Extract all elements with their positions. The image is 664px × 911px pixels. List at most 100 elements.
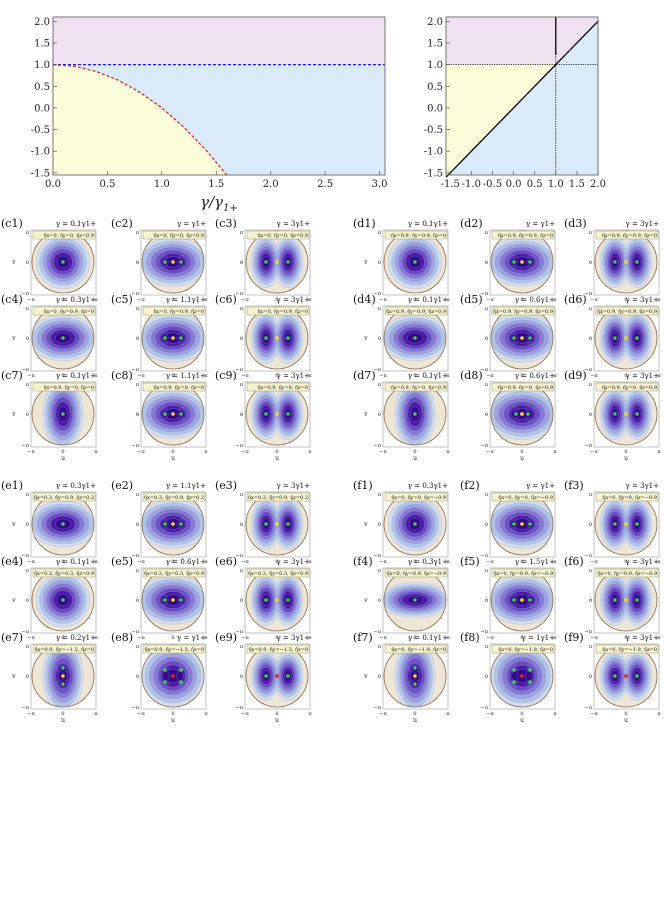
y-tick-label: 0 <box>485 522 488 528</box>
eta-label: η̃x=0.9, η̃y=0.9, η̃z=0.9 <box>597 309 657 315</box>
x-tick-label: 0 <box>171 373 174 379</box>
marker-minimum <box>163 668 167 672</box>
y-tick-label: 1.5 <box>34 38 50 49</box>
panel-label: (f8) <box>460 631 480 644</box>
y-tick-label: −π <box>374 553 382 559</box>
marker-minimum <box>635 260 639 264</box>
x-tick-label: −π <box>27 449 35 455</box>
panel-label: (c8) <box>111 369 133 382</box>
x-tick-label: 0 <box>171 559 174 565</box>
marker-minimum <box>163 336 167 340</box>
x-axis-label: u <box>624 717 628 724</box>
y-axis-label: v <box>363 521 368 528</box>
x-tick-label: 0 <box>275 449 278 455</box>
y-tick-label: 0 <box>240 412 243 418</box>
marker-minimum <box>635 336 639 340</box>
eta-label: η̃x=0.9, η̃y=0.9, η̃z=0 <box>602 233 657 239</box>
eta-label: η̃x=0.3, η̃y=0.9, η̃z=0.2 <box>248 495 308 501</box>
x-axis-label: u <box>61 455 65 462</box>
y-tick-label: 0 <box>26 336 29 342</box>
marker-saddle <box>275 336 279 340</box>
panel-label: (f7) <box>353 631 373 644</box>
gamma-label: γ = 1.5γ1+ <box>515 558 555 566</box>
y-tick-label: −π <box>481 553 489 559</box>
y-tick-label: −π <box>22 705 30 711</box>
panel-label: (e1) <box>1 479 23 492</box>
x-tick-label: π <box>553 635 557 641</box>
y-tick-label: π <box>378 382 382 388</box>
y-tick-label: π <box>240 492 244 498</box>
y-tick-label: -1.5 <box>424 168 443 179</box>
marker-minimum <box>264 336 268 340</box>
x-label-gamma1: γ <box>214 193 223 211</box>
y-tick-label: π <box>26 568 30 574</box>
panel-label: (f6) <box>564 555 584 568</box>
y-tick-label: 0 <box>136 336 139 342</box>
y-tick-label: π <box>589 644 593 650</box>
x-tick-label: −π <box>590 559 598 565</box>
x-tick-label: 0 <box>275 297 278 303</box>
gamma-label: γ = 0.6γ1+ <box>166 558 206 566</box>
eta-box <box>246 306 310 316</box>
eta-box <box>595 382 659 392</box>
x-tick-label: π <box>94 559 98 565</box>
x-tick-label: π <box>446 449 450 455</box>
gamma-label: γ = 1.1γ1+ <box>166 296 206 304</box>
y-tick-label: π <box>240 382 244 388</box>
x-tick-label: π <box>657 711 661 717</box>
y-axis-label: v <box>363 259 368 266</box>
eta-label: η̃x=0.2, η̃y=0.3, η̃z=0.9 <box>34 571 94 577</box>
gamma-label: γ = γ1+ <box>177 220 206 228</box>
x-tick-label: π <box>94 635 98 641</box>
panel-label: (d4) <box>353 293 376 306</box>
x-tick-label: −π <box>486 449 494 455</box>
y-tick-label: −π <box>22 629 30 635</box>
x-tick-label: π <box>204 711 208 717</box>
y-tick-label: π <box>26 382 30 388</box>
x-tick-label: 0 <box>520 635 523 641</box>
contour-level <box>525 671 533 681</box>
x-tick-label: π <box>657 559 661 565</box>
x-tick-label: −π <box>379 711 387 717</box>
panel-c2: (c2) γ = γ1+ η̃x=0, η̃y=0, η̃z=0.9 π 0 −π−π 0 π <box>111 217 208 303</box>
y-tick-label: 0 <box>378 336 381 342</box>
marker-minimum <box>613 336 617 340</box>
y-tick-label: 0 <box>136 674 139 680</box>
marker-minimum <box>179 260 183 264</box>
marker-minimum <box>179 412 183 416</box>
x-tick-label: 1.0 <box>154 179 170 190</box>
x-tick-label: 0 <box>171 711 174 717</box>
x-tick-label: 2.0 <box>263 179 279 190</box>
eta-label: η̃x=0.9, η̃y=0.9, η̃z=0.9 <box>493 309 553 315</box>
marker-minimum <box>163 522 167 526</box>
gamma-label: γ = 1.1γ1+ <box>166 372 206 380</box>
y-tick-label: 0 <box>136 522 139 528</box>
marker-minimum <box>526 412 530 416</box>
marker-minimum <box>635 522 639 526</box>
x-tick-label: 2.0 <box>590 179 606 190</box>
y-tick-label: -0.5 <box>424 125 443 136</box>
y-axis-label: v <box>11 597 16 604</box>
eta-box <box>491 492 555 502</box>
eta-label: η̃x=0.9, η̃y=0, η̃z=0.9 <box>498 385 553 391</box>
x-tick-label: π <box>553 559 557 565</box>
marker-minimum <box>163 598 167 602</box>
panel-label: (f1) <box>353 479 373 492</box>
x-tick-label: π <box>308 635 312 641</box>
x-tick-label: 0 <box>624 711 627 717</box>
x-tick-label: 0.0 <box>45 179 61 190</box>
eta-box <box>32 230 96 240</box>
x-tick-label: −π <box>241 711 249 717</box>
gamma-label: γ = 3γ1+ <box>277 634 311 642</box>
gamma-label: γ = 0.1γ1+ <box>408 634 448 642</box>
x-axis-label: u <box>61 717 65 724</box>
gamma-label: γ = 0.1γ1+ <box>56 220 96 228</box>
marker-minimum <box>61 412 65 416</box>
contour-level <box>176 671 184 681</box>
panel-label: (c4) <box>1 293 23 306</box>
x-tick-label: -1.5 <box>441 179 460 190</box>
panel-e6: (e6) γ = 3γ1+η̃x=0.2, η̃y=0.3, η̃z=0.9π0−… <box>215 555 312 641</box>
panel-e1: (e1) γ = 0.3γ1+ η̃x=0.3, η̃y=0.9, η̃z=0.2 π… <box>1 479 98 565</box>
y-tick-label: 0 <box>26 260 29 266</box>
gamma-label: γ = 3γ1+ <box>626 372 660 380</box>
